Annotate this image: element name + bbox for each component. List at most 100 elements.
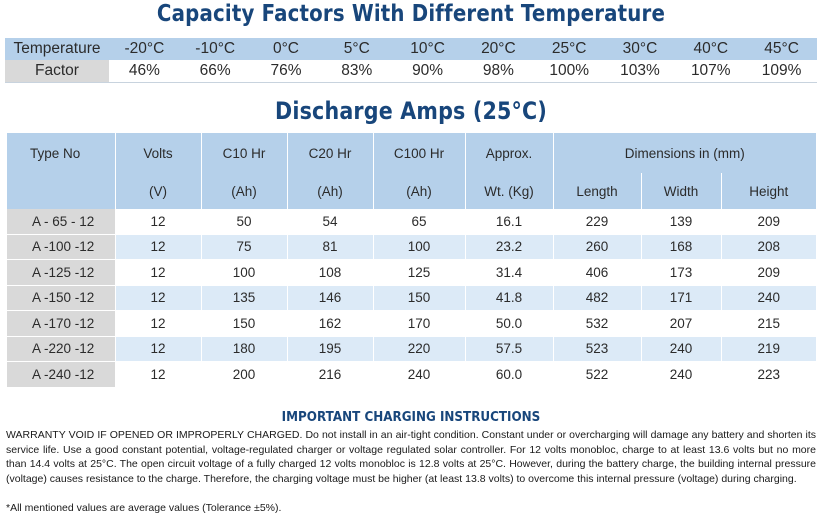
temperature-row: Temperature -20°C -10°C 0°C 5°C 10°C 20°… bbox=[5, 38, 817, 60]
factor-cell: 66% bbox=[179, 60, 251, 83]
table-row: A -220 -12 12 180 195 220 57.5 523 240 2… bbox=[7, 336, 817, 362]
width-cell: 168 bbox=[641, 234, 722, 260]
type-cell: A -220 -12 bbox=[7, 336, 116, 362]
c20-cell: 81 bbox=[287, 234, 374, 260]
temperature-cell: 20°C bbox=[462, 38, 534, 60]
length-cell: 482 bbox=[553, 285, 642, 311]
temperature-cell: 10°C bbox=[392, 38, 463, 60]
header-volts-unit: (V) bbox=[115, 173, 202, 209]
length-cell: 406 bbox=[553, 259, 642, 286]
header-type-blank bbox=[7, 173, 116, 209]
c100-cell: 170 bbox=[373, 310, 466, 337]
weight-cell: 41.8 bbox=[465, 285, 554, 311]
table-row: A -240 -12 12 200 216 240 60.0 522 240 2… bbox=[7, 361, 817, 388]
height-cell: 219 bbox=[721, 336, 817, 362]
header-c10: C10 Hr bbox=[201, 133, 288, 173]
c10-cell: 200 bbox=[201, 361, 288, 388]
type-cell: A -100 -12 bbox=[7, 234, 116, 260]
volts-cell: 12 bbox=[115, 234, 202, 260]
table-row: A -100 -12 12 75 81 100 23.2 260 168 208 bbox=[7, 234, 817, 260]
factor-label: Factor bbox=[5, 60, 109, 83]
factor-cell: 107% bbox=[675, 60, 747, 83]
type-cell: A -125 -12 bbox=[7, 259, 116, 286]
volts-cell: 12 bbox=[115, 361, 202, 388]
height-cell: 215 bbox=[721, 310, 817, 337]
header-c20-unit: (Ah) bbox=[287, 173, 374, 209]
header-c100: C100 Hr bbox=[373, 133, 466, 173]
tolerance-note: *All mentioned values are average values… bbox=[6, 502, 282, 514]
temperature-cell: 25°C bbox=[533, 38, 605, 60]
length-cell: 260 bbox=[553, 234, 642, 260]
length-cell: 229 bbox=[553, 209, 642, 235]
weight-cell: 60.0 bbox=[465, 361, 554, 388]
factor-cell: 103% bbox=[604, 60, 676, 83]
c100-cell: 220 bbox=[373, 336, 466, 362]
c20-cell: 195 bbox=[287, 336, 374, 362]
type-cell: A -150 -12 bbox=[7, 285, 116, 311]
height-cell: 209 bbox=[721, 209, 817, 235]
width-cell: 240 bbox=[641, 361, 722, 388]
temperature-cell: 45°C bbox=[746, 38, 817, 60]
factor-row: Factor 46% 66% 76% 83% 90% 98% 100% 103%… bbox=[5, 60, 817, 83]
c20-cell: 108 bbox=[287, 259, 374, 286]
temperature-cell: -20°C bbox=[109, 38, 180, 60]
width-cell: 173 bbox=[641, 259, 722, 286]
volts-cell: 12 bbox=[115, 310, 202, 337]
capacity-factors-table: Temperature -20°C -10°C 0°C 5°C 10°C 20°… bbox=[5, 38, 817, 83]
volts-cell: 12 bbox=[115, 285, 202, 311]
width-cell: 240 bbox=[641, 336, 722, 362]
table-row: A -150 -12 12 135 146 150 41.8 482 171 2… bbox=[7, 285, 817, 311]
instructions-body: WARRANTY VOID IF OPENED OR IMPROPERLY CH… bbox=[6, 429, 816, 485]
c100-cell: 125 bbox=[373, 259, 466, 286]
instructions-title: IMPORTANT CHARGING INSTRUCTIONS bbox=[281, 410, 541, 425]
c100-cell: 150 bbox=[373, 285, 466, 311]
c10-cell: 150 bbox=[201, 310, 288, 337]
c10-cell: 135 bbox=[201, 285, 288, 311]
weight-cell: 16.1 bbox=[465, 209, 554, 235]
table-row: A -170 -12 12 150 162 170 50.0 532 207 2… bbox=[7, 310, 817, 337]
c100-cell: 65 bbox=[373, 209, 466, 235]
c20-cell: 146 bbox=[287, 285, 374, 311]
factor-cell: 100% bbox=[533, 60, 605, 83]
header-row-top: Type No Volts C10 Hr C20 Hr C100 Hr Appr… bbox=[7, 133, 817, 173]
height-cell: 223 bbox=[721, 361, 817, 388]
width-cell: 207 bbox=[641, 310, 722, 337]
temperature-cell: -10°C bbox=[179, 38, 251, 60]
table-row: A - 65 - 12 12 50 54 65 16.1 229 139 209 bbox=[7, 209, 817, 235]
header-weight-unit: Wt. (Kg) bbox=[465, 173, 554, 209]
header-c100-unit: (Ah) bbox=[373, 173, 466, 209]
volts-cell: 12 bbox=[115, 259, 202, 286]
type-cell: A -240 -12 bbox=[7, 361, 116, 388]
header-c20: C20 Hr bbox=[287, 133, 374, 173]
header-volts: Volts bbox=[115, 133, 202, 173]
temperature-cell: 30°C bbox=[604, 38, 676, 60]
c10-cell: 50 bbox=[201, 209, 288, 235]
weight-cell: 57.5 bbox=[465, 336, 554, 362]
c20-cell: 54 bbox=[287, 209, 374, 235]
header-weight: Approx. bbox=[465, 133, 554, 173]
volts-cell: 12 bbox=[115, 209, 202, 235]
temperature-cell: 40°C bbox=[675, 38, 747, 60]
c10-cell: 75 bbox=[201, 234, 288, 260]
width-cell: 171 bbox=[641, 285, 722, 311]
c100-cell: 100 bbox=[373, 234, 466, 260]
c10-cell: 180 bbox=[201, 336, 288, 362]
capacity-title: Capacity Factors With Different Temperat… bbox=[156, 1, 666, 27]
weight-cell: 31.4 bbox=[465, 259, 554, 286]
factor-cell: 98% bbox=[462, 60, 534, 83]
type-cell: A - 65 - 12 bbox=[7, 209, 116, 235]
length-cell: 522 bbox=[553, 361, 642, 388]
temperature-cell: 0°C bbox=[250, 38, 322, 60]
header-width: Width bbox=[641, 173, 722, 209]
width-cell: 139 bbox=[641, 209, 722, 235]
header-c10-unit: (Ah) bbox=[201, 173, 288, 209]
factor-cell: 76% bbox=[250, 60, 322, 83]
height-cell: 208 bbox=[721, 234, 817, 260]
factor-cell: 109% bbox=[746, 60, 817, 83]
volts-cell: 12 bbox=[115, 336, 202, 362]
length-cell: 523 bbox=[553, 336, 642, 362]
header-dimensions: Dimensions in (mm) bbox=[553, 133, 817, 173]
table-row: A -125 -12 12 100 108 125 31.4 406 173 2… bbox=[7, 259, 817, 286]
factor-cell: 46% bbox=[109, 60, 180, 83]
length-cell: 532 bbox=[553, 310, 642, 337]
